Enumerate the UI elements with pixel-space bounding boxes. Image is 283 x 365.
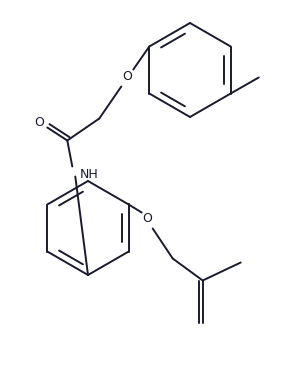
Text: O: O (122, 70, 132, 83)
Text: NH: NH (79, 168, 98, 181)
Text: O: O (34, 116, 44, 129)
Text: O: O (142, 212, 152, 225)
